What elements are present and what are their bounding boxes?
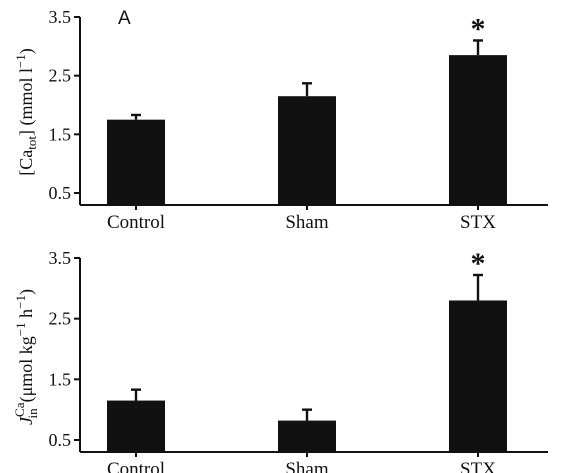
x-tick-label: Sham [285,212,329,233]
x-tick-label: STX [460,459,496,473]
bar-sham [278,420,336,452]
x-tick-label: Control [107,459,165,473]
y-tick-label: 3.5 [49,7,72,27]
x-tick-label: Control [107,212,165,233]
panel-letter: A [118,8,131,29]
y-tick-label: 2.5 [49,309,72,329]
y-axis-label: [Catot] (mmol l−1) [13,48,39,176]
y-tick-label: 1.5 [49,124,72,144]
x-tick-label: Sham [285,459,329,473]
y-axis-label: JCain(μmol kg−1 h−1) [12,289,40,425]
y-tick-label: 2.5 [49,66,72,86]
bar-stx [449,300,507,452]
bar-sham [278,96,336,205]
significance-star: * [471,12,486,45]
x-tick-label: STX [460,212,496,233]
y-tick-label: 1.5 [49,369,72,389]
y-tick-label: 0.5 [49,183,72,203]
y-tick-label: 3.5 [49,248,72,268]
bar-control [107,119,165,205]
panel-a: A [Catot] (mmol l−1) 0.5 1.5 2.5 3.5 Control… [13,7,548,233]
bar-stx [449,55,507,206]
bar-control [107,400,165,452]
significance-star: * [471,247,486,280]
panel-b: JCain(μmol kg−1 h−1) 0.5 1.5 2.5 3.5 Control… [12,247,548,473]
y-tick-label: 0.5 [49,430,72,450]
